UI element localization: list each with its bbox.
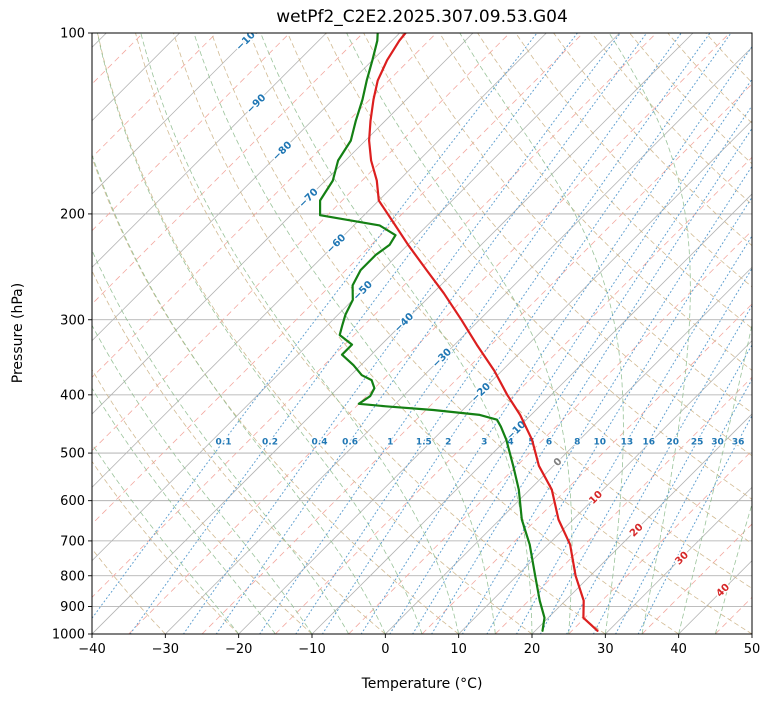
mixing-ratio-label: 4 xyxy=(507,437,513,447)
x-tick-label: −30 xyxy=(152,642,179,657)
x-tick-label: 50 xyxy=(744,642,761,657)
y-tick-label: 700 xyxy=(60,534,85,549)
x-tick-label: 10 xyxy=(450,642,467,657)
dry-adiabat-lines xyxy=(92,33,752,634)
isotherm-label: 40 xyxy=(714,582,732,600)
dewpoint-profile-line xyxy=(319,33,546,632)
mixing-ratio-label: 0.1 xyxy=(216,437,232,447)
moist-adiabat-lines xyxy=(92,33,752,634)
mixing-ratio-label: 30 xyxy=(711,437,724,447)
x-tick-label: −10 xyxy=(298,642,325,657)
isotherm-label: −100 xyxy=(234,25,262,53)
y-tick-label: 200 xyxy=(60,207,85,222)
isotherm-label: −70 xyxy=(297,187,321,211)
y-tick-label: 800 xyxy=(60,569,85,584)
mixing-ratio-label: 5 xyxy=(528,437,534,447)
mixing-ratio-label: 0.4 xyxy=(312,437,328,447)
x-tick-label: −40 xyxy=(78,642,105,657)
x-tick-label: 40 xyxy=(670,642,687,657)
mixing-ratio-label: 3 xyxy=(481,437,487,447)
sounding-profiles xyxy=(319,33,599,632)
mixing-ratio-label: 0.2 xyxy=(262,437,278,447)
axis-ticks-and-labels: −40 −30 −20 −10 0 10 20 30 40 5010020030040050060… xyxy=(52,27,760,657)
isotherm-label: −60 xyxy=(325,232,349,256)
mixing-ratio-label: 2 xyxy=(445,437,451,447)
mixing-ratio-label: 1.5 xyxy=(416,437,432,447)
x-axis-title: Temperature (°C) xyxy=(361,676,483,692)
y-tick-label: 100 xyxy=(60,27,85,42)
chart-title: wetPf2_C2E2.2025.307.09.53.G04 xyxy=(276,7,568,27)
y-tick-label: 900 xyxy=(60,600,85,615)
y-tick-label: 1000 xyxy=(52,628,85,643)
mixing-ratio-label: 13 xyxy=(621,437,634,447)
isotherm-label: −40 xyxy=(393,311,417,335)
mixing-ratio-label: 1 xyxy=(387,437,393,447)
pressure-gridlines xyxy=(92,33,752,634)
mixing-ratio-label: 0.6 xyxy=(342,437,358,447)
y-tick-label: 400 xyxy=(60,388,85,403)
mixing-ratio-label: 25 xyxy=(691,437,704,447)
x-tick-label: 0 xyxy=(381,642,389,657)
y-tick-label: 500 xyxy=(60,447,85,462)
isotherm-label: 20 xyxy=(628,522,646,540)
mixing-ratio-label: 6 xyxy=(546,437,552,447)
isotherm-label: −90 xyxy=(245,92,269,116)
x-tick-label: 30 xyxy=(597,642,614,657)
y-tick-label: 300 xyxy=(60,313,85,328)
mixing-ratio-label: 20 xyxy=(667,437,680,447)
mixing-ratio-label: 10 xyxy=(594,437,607,447)
isotherm-label: 30 xyxy=(673,550,691,568)
isotherm-label: −80 xyxy=(271,140,295,164)
mixing-ratio-label: 36 xyxy=(732,437,745,447)
axes-frame xyxy=(91,32,753,635)
temperature-profile-line xyxy=(368,33,599,632)
mixing-ratio-label: 8 xyxy=(574,437,580,447)
isotherm-label: 0 xyxy=(552,456,565,469)
x-tick-label: −20 xyxy=(225,642,252,657)
y-tick-label: 600 xyxy=(60,494,85,509)
mixing-ratio-labels: 0.1 0.2 0.4 0.6 1 1.5 2 3 4 5 6 8 10 13 16 20 25 30 36 xyxy=(214,436,745,449)
x-tick-label: 20 xyxy=(524,642,541,657)
mixing-ratio-label: 16 xyxy=(643,437,656,447)
isotherm-label: −20 xyxy=(469,381,493,405)
mixing-ratio-lines xyxy=(92,33,752,634)
